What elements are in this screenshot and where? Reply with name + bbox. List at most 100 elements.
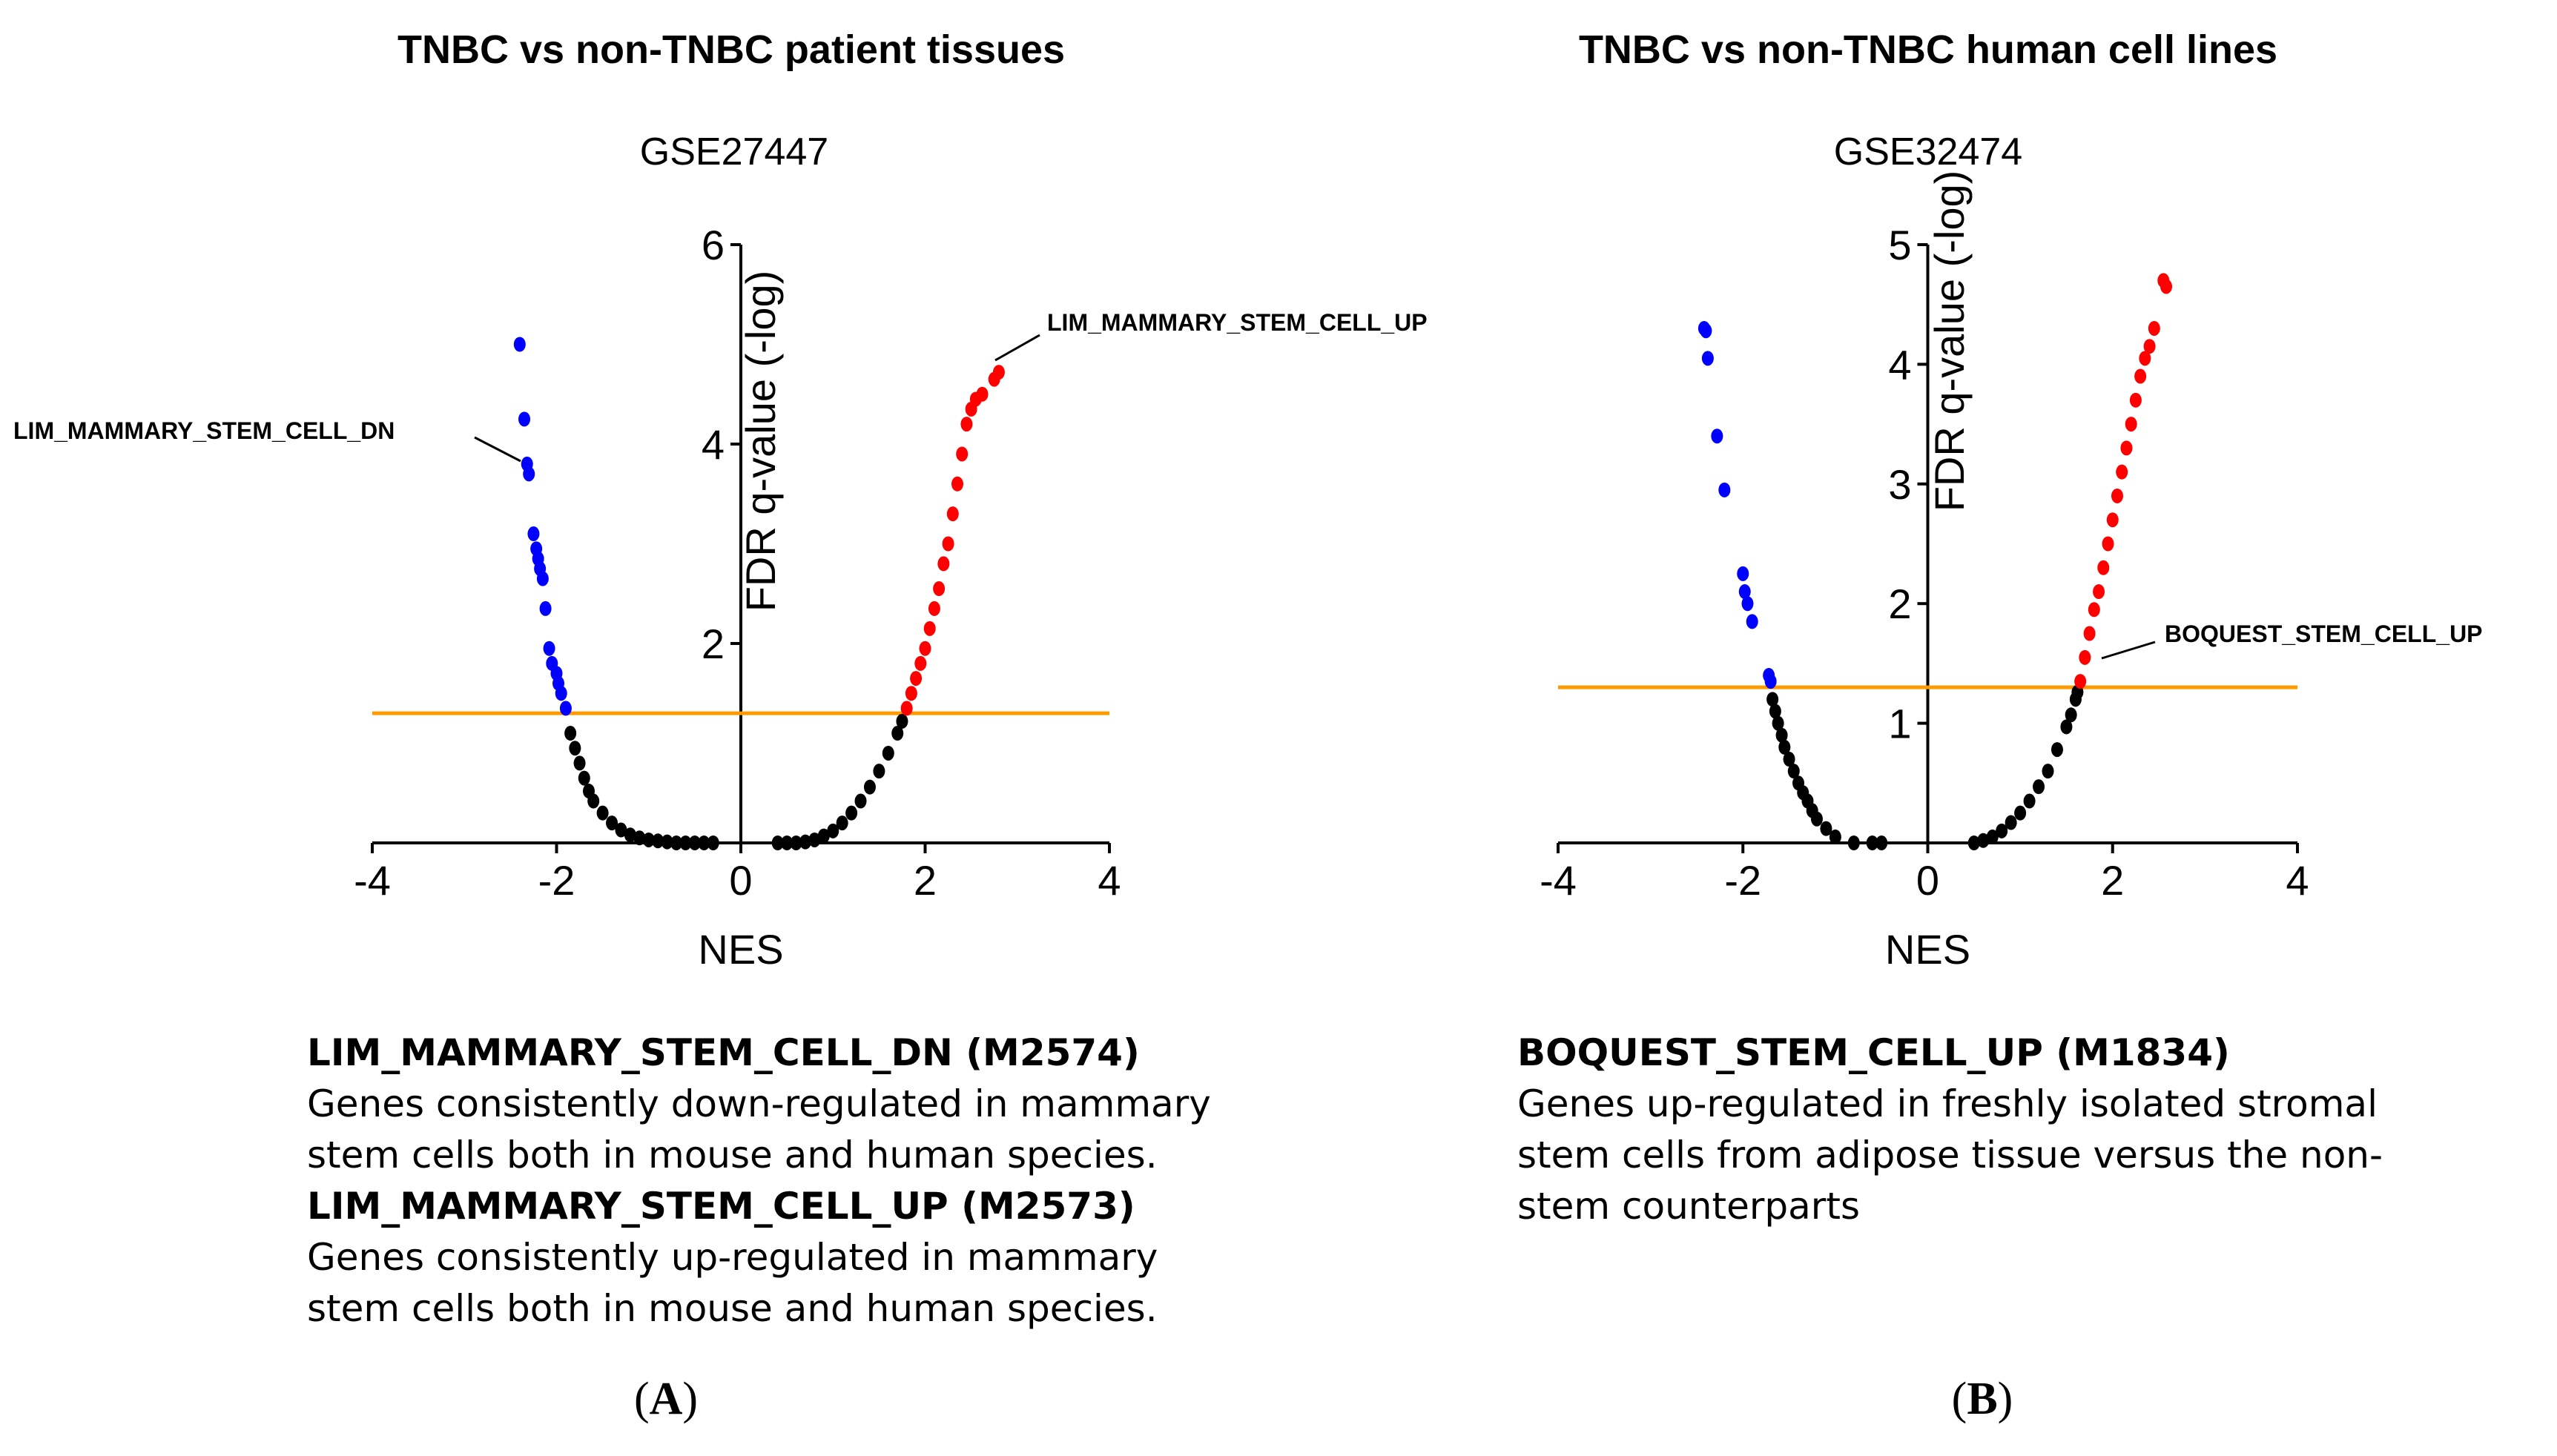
data-point-not-significant [891, 726, 904, 741]
panel-a-title: TNBC vs non-TNBC patient tissues [397, 27, 1066, 72]
data-point-significant-positive [919, 641, 931, 656]
y-tick-label: 3 [1888, 461, 1911, 508]
data-point-not-significant [688, 835, 701, 850]
data-point-not-significant [569, 741, 581, 756]
data-point-significant-positive [2102, 536, 2114, 552]
data-point-significant-positive [928, 600, 940, 616]
data-point-significant-negative [1718, 482, 1731, 497]
data-point-not-significant [707, 835, 719, 850]
y-tick-label: 5 [1888, 222, 1911, 268]
data-point-not-significant [896, 713, 908, 729]
data-point-not-significant [790, 835, 802, 850]
data-point-significant-negative [1701, 351, 1714, 366]
data-point-significant-positive [2079, 649, 2091, 665]
data-point-not-significant [624, 827, 636, 843]
data-point-not-significant [2005, 815, 2017, 830]
data-point-not-significant [1820, 821, 1832, 836]
gene-set-heading: LIM_MAMMARY_STEM_CELL_DN (M2574) [307, 1031, 1140, 1074]
data-point-significant-negative [555, 686, 567, 701]
data-point-not-significant [2023, 793, 2036, 809]
data-point-significant-negative [536, 571, 549, 586]
x-axis-label: NES [1885, 926, 1970, 973]
data-point-not-significant [652, 833, 664, 849]
data-point-not-significant [2065, 707, 2077, 723]
data-point-significant-positive [2093, 584, 2105, 600]
data-point-significant-negative [559, 701, 572, 716]
paren-open: ( [633, 1374, 650, 1424]
panel-b-title: TNBC vs non-TNBC human cell lines [1578, 27, 2278, 72]
gene-set-heading: BOQUEST_STEM_CELL_UP (M1834) [1517, 1031, 2230, 1074]
x-tick-label: 4 [2286, 857, 2309, 904]
data-point-significant-negative [543, 641, 555, 656]
data-point-not-significant [578, 770, 590, 786]
data-point-not-significant [854, 793, 867, 809]
panel-a-dataset: GSE27447 [639, 130, 829, 173]
y-tick-label: 4 [1888, 341, 1911, 388]
data-point-not-significant [817, 828, 830, 844]
data-point-not-significant [2042, 764, 2054, 779]
data-point-not-significant [836, 815, 848, 831]
gene-set-description-line: stem counterparts [1517, 1185, 1860, 1228]
data-point-not-significant [2014, 805, 2027, 821]
annotation-label: BOQUEST_STEM_CELL_UP [2165, 621, 2483, 647]
gene-set-description-line: stem cells both in mouse and human speci… [307, 1134, 1158, 1177]
data-point-not-significant [1967, 835, 1980, 850]
data-point-significant-negative [539, 600, 552, 616]
gene-set-description-line: stem cells both in mouse and human speci… [307, 1287, 1158, 1330]
data-point-not-significant [2060, 719, 2073, 735]
data-point-not-significant [698, 835, 710, 850]
data-point-significant-positive [923, 621, 936, 636]
data-point-not-significant [587, 793, 600, 809]
gene-set-description-line: Genes up-regulated in freshly isolated s… [1517, 1082, 2378, 1125]
data-point-not-significant [1829, 829, 1841, 844]
data-point-not-significant [670, 835, 683, 850]
data-point-significant-positive [2125, 417, 2137, 432]
x-tick-label: 2 [914, 857, 937, 904]
data-point-not-significant [808, 832, 821, 847]
data-point-not-significant [771, 835, 784, 850]
data-point-significant-positive [2111, 488, 2123, 503]
data-point-significant-negative [523, 466, 535, 482]
data-point-significant-positive [2116, 464, 2128, 480]
panel-letter: B [1967, 1374, 1998, 1424]
data-point-not-significant [679, 835, 692, 850]
y-tick-label: 6 [702, 222, 725, 268]
data-point-significant-positive [914, 655, 927, 671]
x-tick-label: -2 [538, 857, 575, 904]
x-axis-label: NES [698, 926, 783, 973]
x-tick-label: -4 [1540, 857, 1577, 904]
data-point-not-significant [633, 830, 646, 846]
data-point-not-significant [1772, 715, 1784, 731]
data-point-not-significant [606, 815, 618, 831]
data-point-significant-negative [1738, 584, 1751, 600]
data-point-not-significant [863, 779, 876, 795]
panel-b-dataset: GSE32474 [1833, 130, 2023, 173]
data-point-not-significant [1769, 704, 1781, 719]
data-point-significant-positive [992, 365, 1005, 380]
data-point-significant-positive [946, 506, 959, 522]
data-point-significant-positive [937, 556, 950, 572]
data-point-significant-positive [905, 686, 917, 701]
data-point-not-significant [2050, 742, 2063, 758]
data-point-significant-positive [900, 701, 913, 716]
panel-a-label: (A) [634, 1373, 698, 1426]
data-point-not-significant [1866, 835, 1878, 850]
data-point-not-significant [596, 805, 609, 821]
x-tick-label: 0 [1916, 857, 1939, 904]
data-point-significant-negative [527, 526, 540, 542]
data-point-not-significant [1810, 811, 1823, 827]
data-point-significant-positive [2139, 351, 2151, 366]
data-point-significant-negative [1700, 323, 1712, 339]
data-point-not-significant [882, 745, 894, 761]
data-point-not-significant [799, 834, 811, 850]
data-point-significant-positive [2160, 279, 2173, 294]
data-point-not-significant [1778, 739, 1791, 755]
data-point-significant-positive [933, 581, 946, 597]
y-axis-label: FDR q-value (-log) [1926, 171, 1973, 512]
gene-set-description-line: Genes consistently up-regulated in mamma… [307, 1236, 1158, 1279]
data-point-not-significant [873, 764, 885, 779]
data-point-significant-positive [2129, 392, 2142, 408]
annotation-label: LIM_MAMMARY_STEM_CELL_UP [1047, 309, 1428, 336]
data-point-not-significant [564, 726, 577, 741]
y-tick-label: 2 [702, 621, 725, 667]
